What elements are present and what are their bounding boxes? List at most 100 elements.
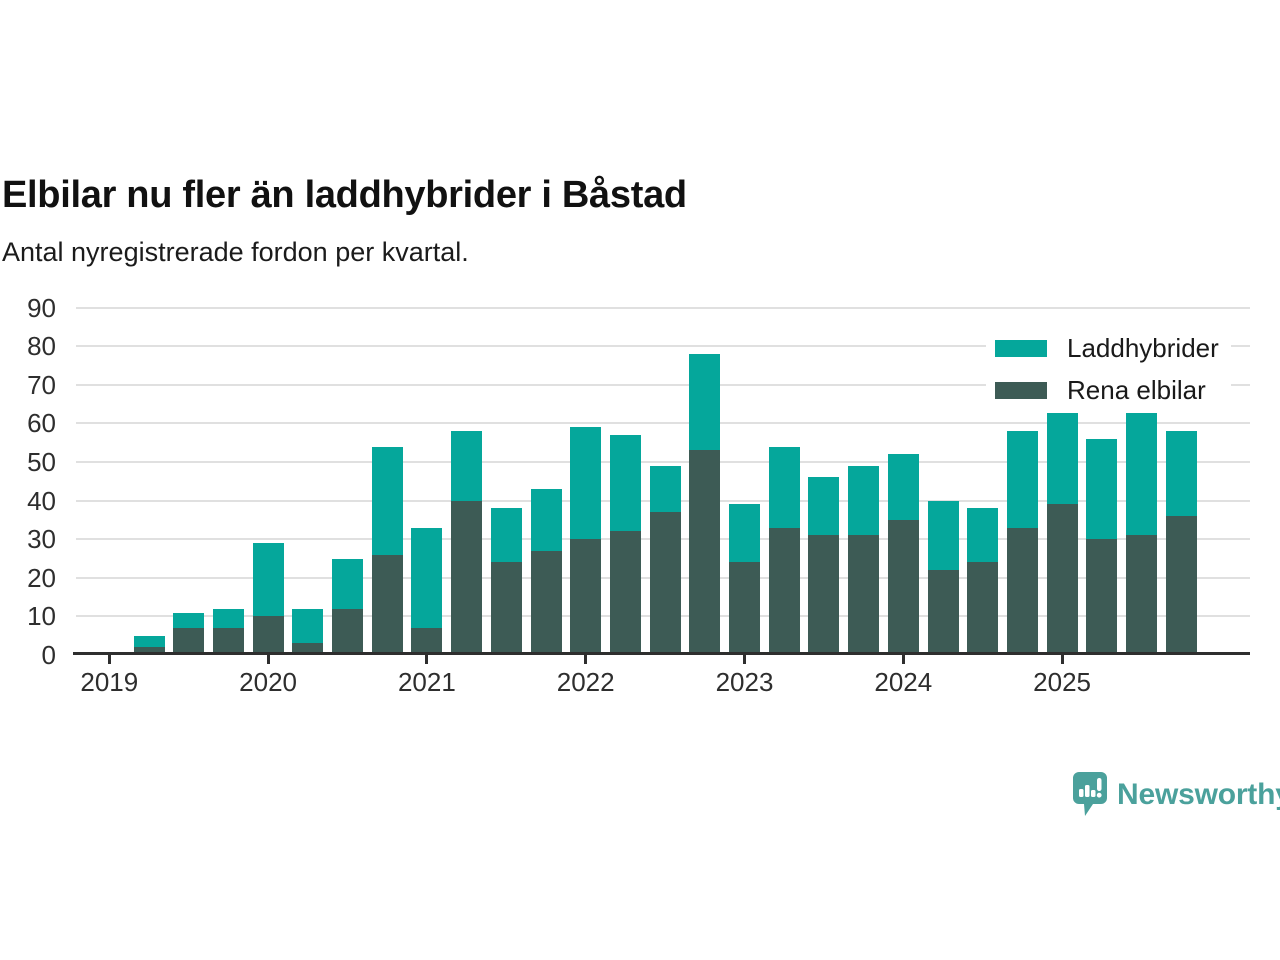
bar-segment-rena-elbilar (332, 608, 363, 655)
bar-segment-laddhybrider (451, 431, 483, 501)
x-axis-label-2020: 2020 (239, 667, 298, 697)
bar-segment-rena-elbilar (848, 535, 880, 655)
gridline-y70 (76, 383, 1250, 386)
y-axis-label: 40 (27, 485, 56, 516)
bar-segment-laddhybrider (848, 465, 880, 536)
bar-segment-laddhybrider (927, 500, 959, 571)
y-axis-label: 80 (27, 331, 56, 362)
bar-segment-laddhybrider (411, 527, 443, 628)
bar-segment-rena-elbilar (371, 554, 403, 655)
y-axis-label: 0 (41, 640, 56, 670)
bar-2023-Q2 (768, 446, 800, 656)
x-axis-tick-2024 (901, 655, 905, 664)
legend-swatch (995, 382, 1047, 399)
bar-segment-laddhybrider (133, 635, 165, 648)
bar-2022-Q2 (609, 434, 641, 655)
bar-segment-laddhybrider (292, 608, 324, 644)
x-axis-label-2025: 2025 (1033, 667, 1092, 697)
bar-segment-rena-elbilar (1046, 504, 1078, 655)
x-axis-label-2022: 2022 (556, 667, 615, 697)
bar-segment-rena-elbilar (1006, 527, 1038, 655)
y-axis-label: 90 (27, 292, 56, 323)
bar-segment-rena-elbilar (570, 539, 602, 655)
newsworthy-logo: Newsworthy (1073, 772, 1280, 818)
x-axis-tick-2020 (266, 655, 270, 664)
bar-segment-laddhybrider (887, 454, 919, 520)
y-axis-label: 60 (27, 408, 56, 439)
bar-segment-rena-elbilar (689, 450, 721, 655)
bar-2023-Q1 (729, 504, 760, 655)
x-axis-tick-2023 (743, 655, 746, 664)
bar-2023-Q4 (848, 465, 880, 655)
bar-segment-laddhybrider (332, 558, 363, 609)
bar-2021-Q2 (451, 431, 483, 655)
bar-segment-rena-elbilar (808, 535, 840, 655)
bar-segment-laddhybrider (967, 508, 999, 563)
bar-2024-Q1 (887, 454, 919, 655)
legend-label: Laddhybrider (1067, 333, 1219, 363)
gridline-y80 (76, 345, 1250, 348)
gridline-y60 (76, 422, 1250, 425)
bar-2020-Q4 (371, 446, 403, 656)
x-axis-label-2023: 2023 (715, 667, 774, 697)
bar-segment-rena-elbilar (609, 531, 641, 655)
bar-segment-laddhybrider (212, 608, 244, 628)
bar-2024-Q3 (967, 508, 999, 655)
bar-2024-Q2 (927, 500, 959, 655)
x-axis-label-2019: 2019 (80, 667, 139, 697)
bar-2022-Q1 (570, 427, 602, 655)
bar-segment-rena-elbilar (451, 500, 483, 655)
legend-swatch (995, 340, 1047, 357)
bar-segment-laddhybrider (570, 427, 602, 540)
bar-segment-rena-elbilar (1086, 539, 1118, 655)
bar-segment-laddhybrider (371, 446, 403, 555)
bar-2022-Q4 (689, 353, 721, 655)
bar-segment-rena-elbilar (292, 643, 324, 655)
bar-2025-Q3 (1126, 407, 1157, 655)
bar-2019-Q3 (173, 612, 205, 656)
gridline-y90 (76, 306, 1250, 309)
bar-2022-Q3 (649, 465, 681, 655)
bar-2020-Q1 (252, 543, 284, 655)
legend-item-laddhybrider: Laddhybrider (995, 335, 1219, 362)
bar-segment-laddhybrider (490, 508, 522, 563)
y-axis-label: 20 (27, 562, 56, 593)
bar-segment-laddhybrider (530, 489, 562, 551)
bar-segment-laddhybrider (768, 446, 800, 528)
y-axis-label: 30 (27, 524, 56, 555)
bar-segment-rena-elbilar (1126, 535, 1157, 655)
y-axis-label: 10 (27, 601, 56, 632)
bar-2025-Q2 (1086, 438, 1118, 655)
bar-segment-laddhybrider (649, 465, 681, 513)
bar-segment-rena-elbilar (729, 562, 760, 655)
bar-segment-rena-elbilar (1165, 515, 1197, 655)
bar-segment-laddhybrider (689, 353, 721, 451)
x-axis-label-2021: 2021 (397, 667, 456, 697)
bar-segment-rena-elbilar (411, 627, 443, 655)
bar-segment-laddhybrider (173, 612, 205, 628)
x-axis-tick-2022 (584, 655, 588, 664)
bar-segment-laddhybrider (1046, 407, 1078, 505)
bar-2020-Q3 (332, 558, 363, 656)
chart-subtitle: Antal nyregistrerade fordon per kvartal. (2, 237, 469, 267)
x-axis-tick-2025 (1060, 655, 1064, 664)
bar-segment-rena-elbilar (927, 570, 959, 655)
bar-2025-Q1 (1046, 407, 1078, 655)
bar-segment-rena-elbilar (173, 627, 205, 655)
bar-segment-rena-elbilar (490, 562, 522, 655)
gridline-y50 (76, 460, 1250, 463)
bar-segment-rena-elbilar (768, 527, 800, 655)
bar-segment-rena-elbilar (967, 562, 999, 655)
bar-segment-laddhybrider (252, 543, 284, 617)
y-axis-label: 70 (27, 369, 56, 400)
bar-segment-rena-elbilar (133, 647, 165, 655)
bar-segment-rena-elbilar (649, 512, 681, 655)
x-axis-label-2024: 2024 (874, 667, 933, 697)
bar-segment-laddhybrider (1006, 431, 1038, 528)
newsworthy-logo-text: Newsworthy (1117, 778, 1280, 811)
bar-2021-Q4 (530, 489, 562, 655)
bar-segment-laddhybrider (1086, 438, 1118, 540)
x-axis-tick-2019 (107, 655, 111, 664)
bar-2019-Q2 (133, 635, 165, 655)
